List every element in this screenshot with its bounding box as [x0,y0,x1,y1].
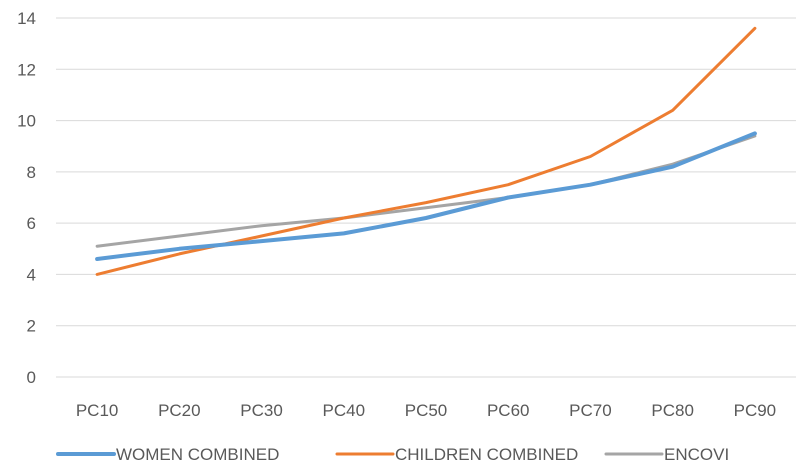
legend-item: CHILDREN COMBINED [335,445,578,464]
series-lines [95,26,757,276]
y-tick-label: 8 [27,163,36,182]
x-tick-label: PC40 [323,401,366,420]
legend: WOMEN COMBINED CHILDREN COMBINED ENCOVI [56,445,729,464]
x-tick-label: PC50 [405,401,448,420]
series-line-women-combined [95,131,757,261]
legend-item: WOMEN COMBINED [56,445,279,464]
y-tick-label: 14 [17,9,36,28]
gridlines [56,17,796,378]
x-axis-tick-labels: PC10 PC20 PC30 PC40 PC50 PC60 PC70 PC80 PC90 [76,401,776,420]
x-tick-label: PC60 [487,401,530,420]
legend-item: ENCOVI [604,445,729,464]
x-tick-label: PC80 [651,401,694,420]
y-axis-tick-labels: 0 2 4 6 8 10 12 14 [17,9,36,387]
y-tick-label: 0 [27,368,36,387]
y-tick-label: 12 [17,60,36,79]
legend-label: ENCOVI [664,445,729,464]
y-tick-label: 10 [17,112,36,131]
y-tick-label: 2 [27,317,36,336]
series-line-encovi [95,134,757,248]
x-tick-label: PC10 [76,401,119,420]
series-line-children-combined [95,26,757,276]
x-tick-label: PC90 [734,401,777,420]
y-tick-label: 4 [27,265,36,284]
legend-label: CHILDREN COMBINED [395,445,578,464]
y-tick-label: 6 [27,214,36,233]
x-tick-label: PC70 [569,401,612,420]
legend-label: WOMEN COMBINED [116,445,279,464]
x-tick-label: PC20 [158,401,201,420]
x-tick-label: PC30 [240,401,283,420]
